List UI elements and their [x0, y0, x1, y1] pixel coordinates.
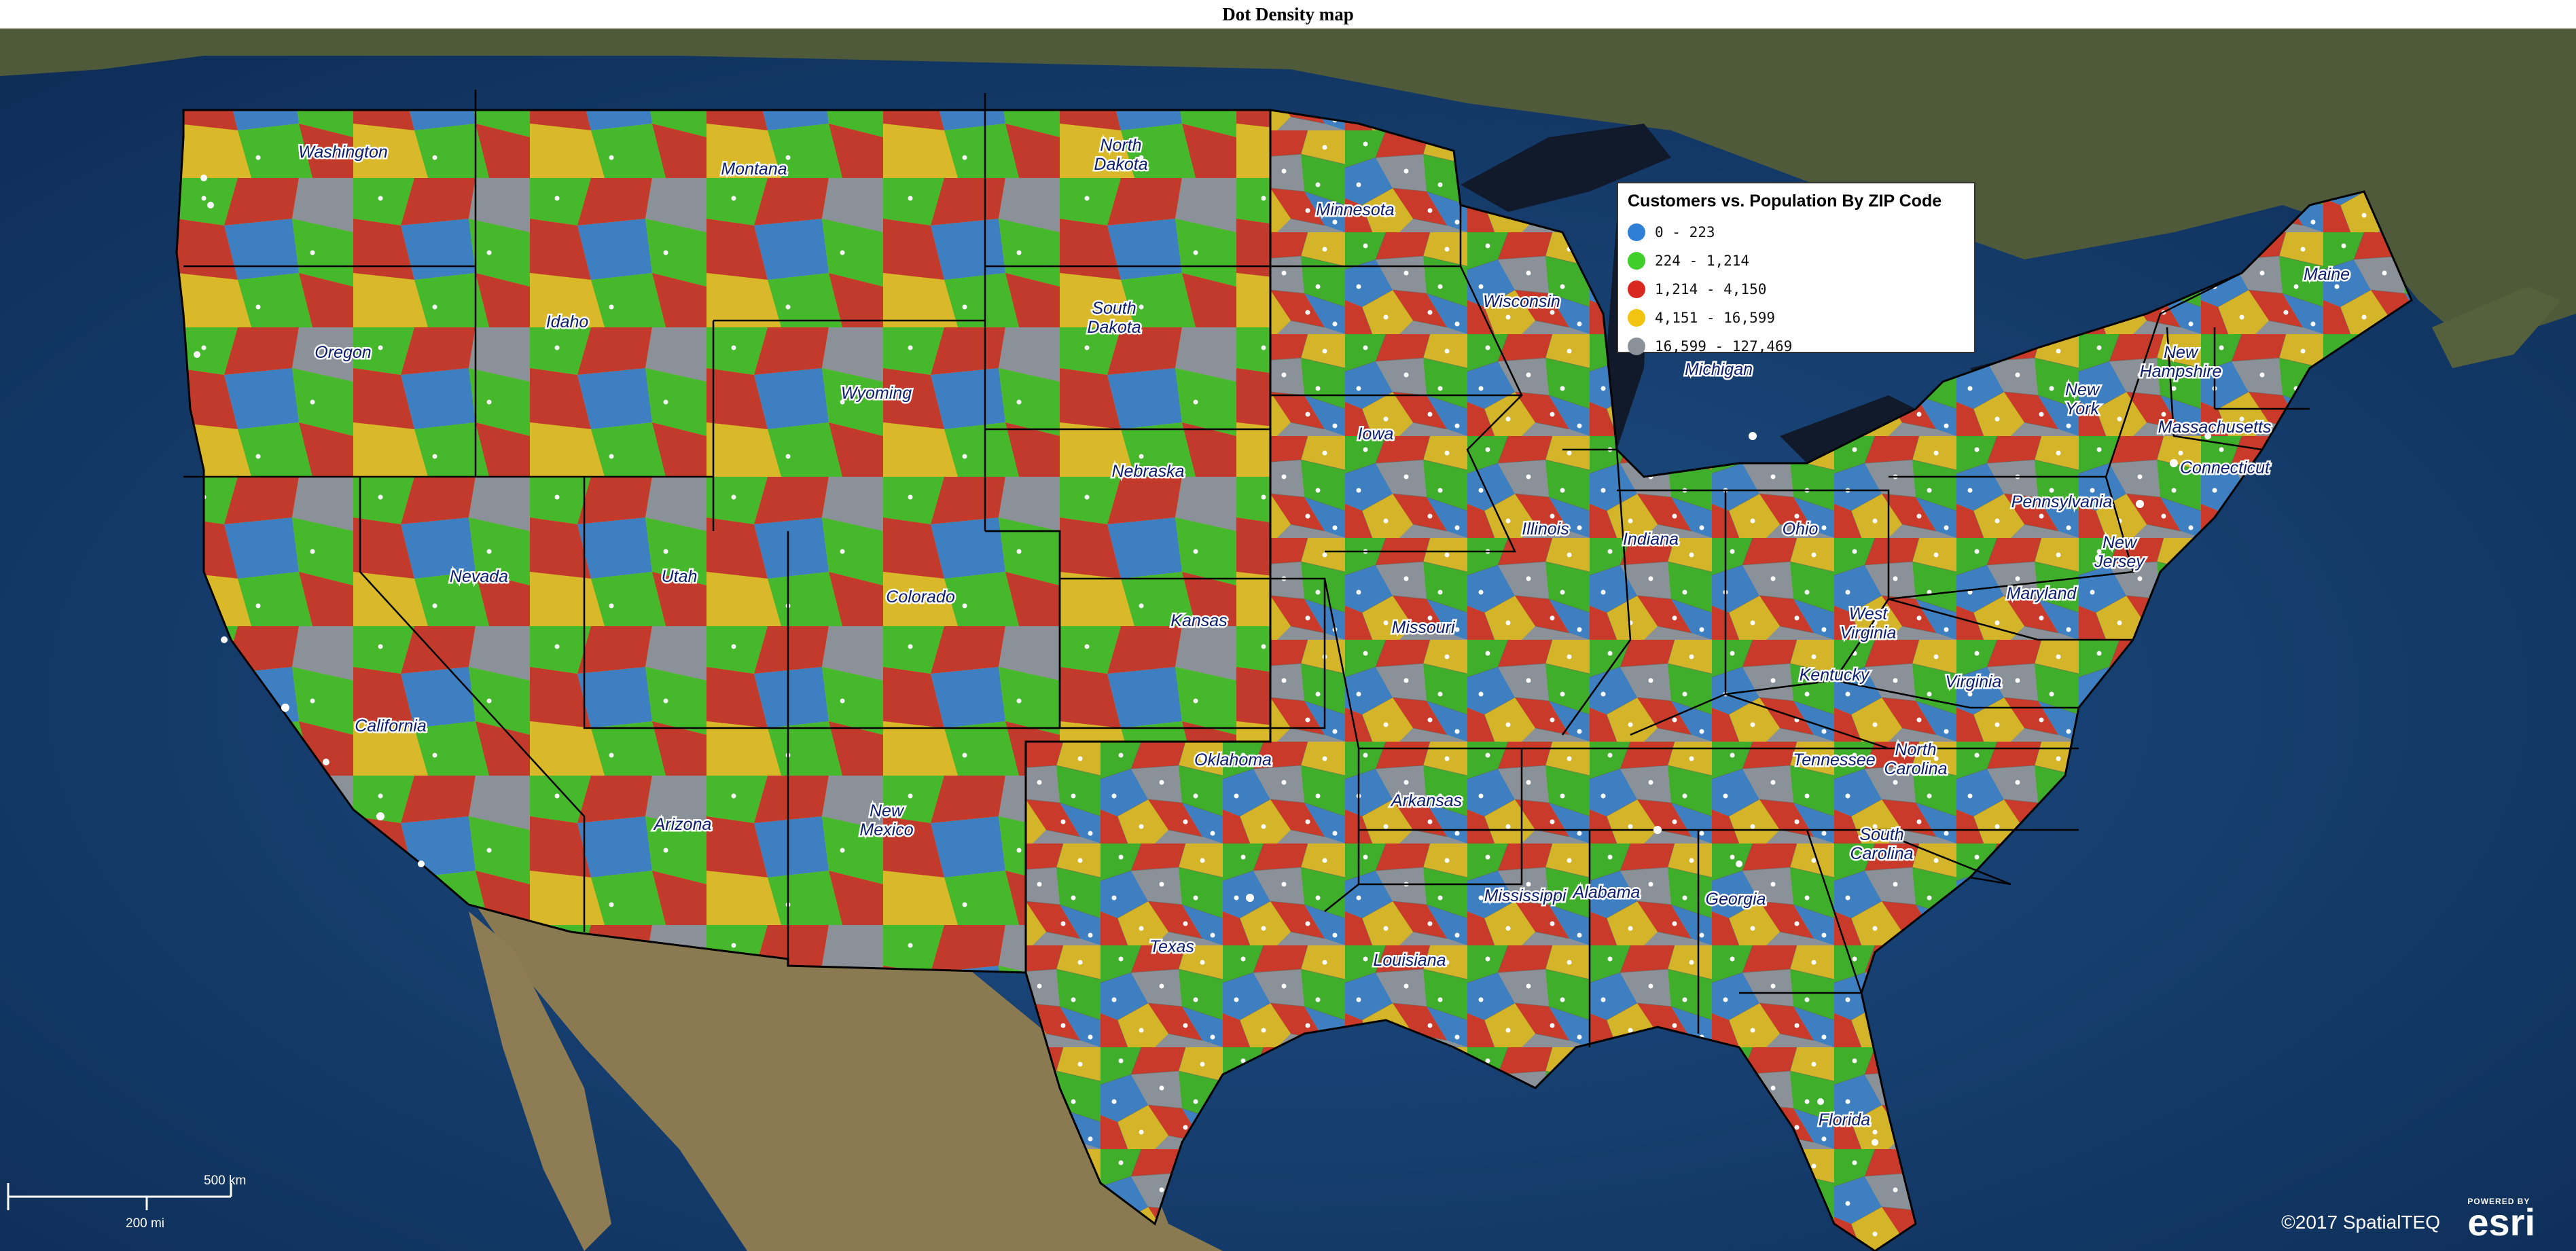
state-label: Alabama [1572, 883, 1641, 902]
legend-item: 0 - 223 [1628, 218, 1965, 247]
esri-powered-by: POWERED BY [2467, 1197, 2530, 1206]
state-label: South Carolina [1850, 825, 1913, 863]
scale-km-label: 500 km [204, 1174, 246, 1188]
legend-swatch [1628, 252, 1645, 270]
state-label: Pennsylvania [2011, 492, 2113, 511]
legend-swatch [1628, 338, 1645, 355]
legend-item: 224 - 1,214 [1628, 247, 1965, 275]
state-label: Mississippi [1484, 886, 1567, 905]
lake-superior [1461, 124, 1671, 212]
state-borders [183, 90, 2310, 1047]
state-label: Minnesota [1316, 200, 1394, 219]
legend-label: 224 - 1,214 [1655, 253, 1750, 269]
legend-swatch [1628, 309, 1645, 327]
legend-label: 0 - 223 [1655, 224, 1715, 240]
state-label: Kentucky [1800, 666, 1870, 685]
state-label: Georgia [1706, 890, 1766, 909]
state-label: North Carolina [1884, 740, 1947, 778]
title-bar: Dot Density map [0, 0, 2576, 29]
state-label: Colorado [886, 587, 955, 606]
state-label: Wisconsin [1483, 292, 1560, 311]
state-label: Texas [1149, 937, 1194, 956]
state-label: Maryland [2007, 584, 2077, 603]
legend-item: 1,214 - 4,150 [1628, 275, 1965, 304]
state-label: Iowa [1358, 424, 1394, 443]
state-label: Ohio [1783, 520, 1819, 539]
lake-erie [1780, 395, 1916, 463]
esri-logo: POWERED BY esri [2467, 1197, 2535, 1244]
legend-label: 1,214 - 4,150 [1655, 281, 1767, 297]
state-label: Florida [1819, 1110, 1871, 1129]
state-label: North Dakota [1094, 136, 1147, 174]
coastal-dots [194, 175, 2211, 1146]
state-label: Missouri [1391, 618, 1456, 637]
state-label: New York [2065, 380, 2100, 418]
legend-swatch [1628, 223, 1645, 241]
legend-title: Customers vs. Population By ZIP Code [1628, 192, 1942, 211]
state-label: Nevada [450, 567, 508, 586]
state-label: Arizona [653, 815, 712, 834]
state-label: Arkansas [1390, 791, 1462, 810]
state-label: Louisiana [1373, 951, 1446, 970]
canada-land [0, 29, 2576, 348]
copyright-credit: ©2017 SpatialTEQ [2281, 1212, 2440, 1233]
legend-label: 4,151 - 16,599 [1655, 310, 1776, 326]
state-label: Montana [721, 160, 787, 179]
legend-swatch [1628, 280, 1645, 298]
map-title: Dot Density map [1222, 4, 1354, 24]
nova-scotia-land [2432, 287, 2561, 368]
legend-item: 16,599 - 127,469 [1628, 332, 1965, 361]
state-label: Maine [2304, 265, 2350, 284]
state-label: New Hampshire [2140, 343, 2222, 381]
state-label: Massachusetts [2158, 418, 2272, 437]
state-label: Utah [662, 567, 698, 586]
state-label: Connecticut [2180, 458, 2270, 477]
state-label: Illinois [1522, 520, 1569, 539]
esri-wordmark: esri [2467, 1201, 2535, 1244]
state-label: Kansas [1170, 611, 1227, 630]
legend-panel: Customers vs. Population By ZIP Code 0 -… [1617, 182, 1975, 355]
state-labels: Washington Montana North Dakota Minnesota Ore… [297, 134, 2352, 1131]
legend-label: 16,599 - 127,469 [1655, 338, 1793, 355]
state-label: South Dakota [1087, 299, 1141, 337]
baja-land [469, 911, 611, 1251]
state-label: Wyoming [841, 384, 912, 403]
state-label: West Virginia [1840, 604, 1897, 642]
state-label: Tennessee [1793, 750, 1875, 769]
state-label: California [355, 717, 427, 736]
state-label: Washington [298, 143, 388, 162]
legend-item: 4,151 - 16,599 [1628, 304, 1965, 332]
state-label: Oregon [315, 343, 371, 362]
state-label: Idaho [546, 312, 589, 331]
state-label: Michigan [1685, 360, 1753, 379]
scale-mi-label: 200 mi [126, 1216, 164, 1231]
state-label: Oklahoma [1194, 750, 1272, 769]
state-label: Indiana [1623, 530, 1679, 549]
state-label: New Jersey [2094, 533, 2145, 571]
mexico-land [476, 905, 1223, 1251]
map-canvas[interactable]: Washington Montana North Dakota Minnesota Ore… [0, 29, 2576, 1251]
scale-bar: 500 km 200 mi [7, 1174, 246, 1231]
state-label: Nebraska [1112, 462, 1185, 481]
state-label: Virginia [1946, 672, 2002, 691]
state-label: New Mexico [859, 801, 913, 839]
